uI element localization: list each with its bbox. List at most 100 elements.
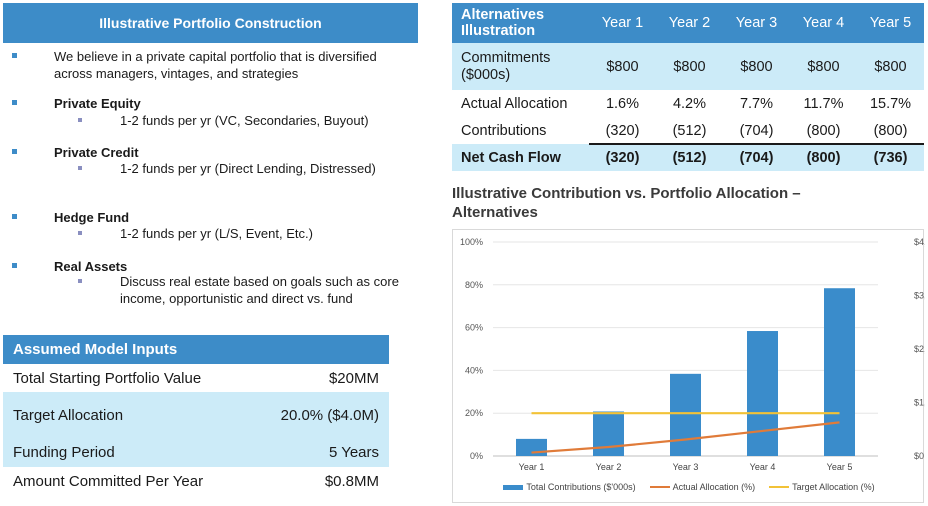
right-axis-tick-label: $0: [914, 451, 924, 461]
table-cell: 7.7%: [739, 96, 774, 112]
model-input-label: Target Allocation: [13, 406, 124, 424]
section-detail: Discuss real estate based on goals such …: [120, 274, 399, 306]
column-header: Year 1: [589, 3, 656, 43]
sub-bullet-square-icon: [78, 279, 82, 283]
model-input-value: $0.8MM: [324, 472, 379, 490]
table-cell: (800): [790, 143, 857, 171]
bullet-square-icon: [12, 214, 17, 219]
column-header: Year 4: [790, 3, 857, 43]
x-axis-tick-label: Year 1: [519, 462, 545, 472]
legend-swatch: [649, 486, 670, 488]
x-axis-tick-label: Year 5: [827, 462, 853, 472]
legend-item: Actual Allocation (%): [649, 482, 755, 492]
section-heading: Private Credit: [54, 145, 139, 160]
alternatives-table: Alternatives Illustration Year 1 Year 2 …: [452, 3, 924, 171]
portfolio-construction-header: Illustrative Portfolio Construction: [3, 3, 418, 43]
table-row: Actual Allocation 1.6% 4.2% 7.7% 11.7% 1…: [452, 90, 924, 118]
legend-label: Total Contributions ($'000s): [526, 482, 636, 492]
model-inputs-header: Assumed Model Inputs: [3, 335, 389, 364]
table-row: Commitments ($000s) $800 $800 $800 $800 …: [452, 43, 924, 90]
left-axis-tick-label: 80%: [465, 280, 483, 290]
bullet-square-icon: [12, 100, 17, 105]
table-cell: 4.2%: [672, 96, 707, 112]
left-axis-tick-label: 40%: [465, 365, 483, 375]
table-cell: 15.7%: [869, 96, 912, 112]
right-axis-tick-label: $4,000: [914, 237, 925, 247]
table-cell: (704): [739, 122, 774, 139]
legend-swatch: [769, 486, 790, 488]
row-label: Actual Allocation: [461, 96, 568, 112]
left-axis-tick-label: 0%: [470, 451, 483, 461]
legend-swatch: [503, 484, 524, 490]
table-cell: $800: [790, 43, 857, 90]
table-cell: 11.7%: [803, 96, 844, 112]
left-axis-tick-label: 60%: [465, 323, 483, 333]
model-input-value: 5 Years: [328, 444, 379, 461]
combo-chart: 0% 20% 40% 60% 80% 100% $0 $1,000 $2,000 $3,000 $4…: [460, 237, 925, 472]
section-detail: 1-2 funds per yr (L/S, Event, Etc.): [120, 226, 313, 241]
section-detail: 1-2 funds per yr (Direct Lending, Distre…: [120, 161, 376, 176]
table-cell: $800: [656, 43, 723, 90]
model-input-label: Total Starting Portfolio Value: [13, 369, 202, 387]
table-cell: $800: [857, 43, 924, 90]
model-input-row: Target Allocation 20.0% ($4.0M): [3, 392, 389, 438]
table-row: Contributions (320) (512) (704) (800) (8…: [452, 118, 924, 144]
table-cell: $800: [723, 43, 790, 90]
model-input-label: Amount Committed Per Year: [13, 472, 204, 490]
table-title: Alternatives Illustration: [452, 3, 589, 43]
right-axis-tick-label: $2,000: [914, 344, 925, 354]
bullet-square-icon: [12, 263, 17, 268]
section-detail: 1-2 funds per yr (VC, Secondaries, Buyou…: [120, 113, 369, 128]
model-input-label: Funding Period: [13, 444, 115, 461]
sub-bullet-square-icon: [78, 118, 82, 122]
x-axis-tick-label: Year 2: [596, 462, 622, 472]
bar: [516, 438, 547, 456]
section-heading: Real Assets: [54, 259, 128, 274]
table-cell: (800): [806, 122, 841, 139]
table-cell: (512): [656, 143, 723, 171]
row-label: Commitments ($000s): [452, 43, 589, 90]
model-input-value: 20.0% ($4.0M): [280, 406, 379, 424]
table-cell: (800): [873, 122, 908, 139]
model-input-row: Funding Period 5 Years: [3, 438, 389, 467]
model-input-row: Amount Committed Per Year $0.8MM: [3, 467, 389, 495]
table-cell: $800: [589, 43, 656, 90]
intro-text: We believe in a private capital portfoli…: [54, 49, 377, 81]
section-heading: Private Equity: [54, 96, 141, 111]
left-axis-tick-label: 20%: [465, 408, 483, 418]
row-label: Net Cash Flow: [452, 144, 589, 171]
right-axis-tick-label: $3,000: [914, 291, 925, 301]
legend-label: Target Allocation (%): [792, 482, 875, 492]
column-header: Year 2: [656, 3, 723, 43]
table-cell: (320): [605, 122, 640, 139]
chart-legend: Total Contributions ($'000s) Actual Allo…: [453, 482, 925, 492]
bar: [593, 411, 624, 456]
sub-bullet-square-icon: [78, 231, 82, 235]
actual-allocation-line: [531, 421, 840, 454]
table-cell: (512): [672, 122, 707, 139]
table-cell: 1.6%: [605, 96, 640, 112]
bar: [670, 373, 701, 456]
bullet-square-icon: [12, 149, 17, 154]
sub-bullet-square-icon: [78, 166, 82, 170]
bar: [824, 288, 855, 456]
model-input-row: Total Starting Portfolio Value $20MM: [3, 364, 389, 392]
table-cell: (704): [723, 143, 790, 171]
table-header-row: Alternatives Illustration Year 1 Year 2 …: [452, 3, 924, 43]
table-row: Net Cash Flow (320) (512) (704) (800) (7…: [452, 143, 924, 171]
legend-item: Target Allocation (%): [769, 482, 875, 492]
table-cell: (320): [589, 143, 656, 171]
section-heading: Hedge Fund: [54, 210, 130, 225]
column-header: Year 3: [723, 3, 790, 43]
x-axis-tick-label: Year 3: [673, 462, 699, 472]
chart-container: 0% 20% 40% 60% 80% 100% $0 $1,000 $2,000 $3,000 $4…: [452, 229, 925, 503]
table-cell: (736): [857, 143, 924, 171]
x-axis-tick-label: Year 4: [750, 462, 776, 472]
left-axis-tick-label: 100%: [460, 237, 483, 247]
legend-item: Total Contributions ($'000s): [503, 482, 636, 492]
column-header: Year 5: [857, 3, 924, 43]
bar: [747, 331, 778, 456]
chart-title: Illustrative Contribution vs. Portfolio …: [452, 185, 801, 221]
bullet-square-icon: [12, 53, 17, 58]
row-label: Contributions: [461, 123, 547, 139]
